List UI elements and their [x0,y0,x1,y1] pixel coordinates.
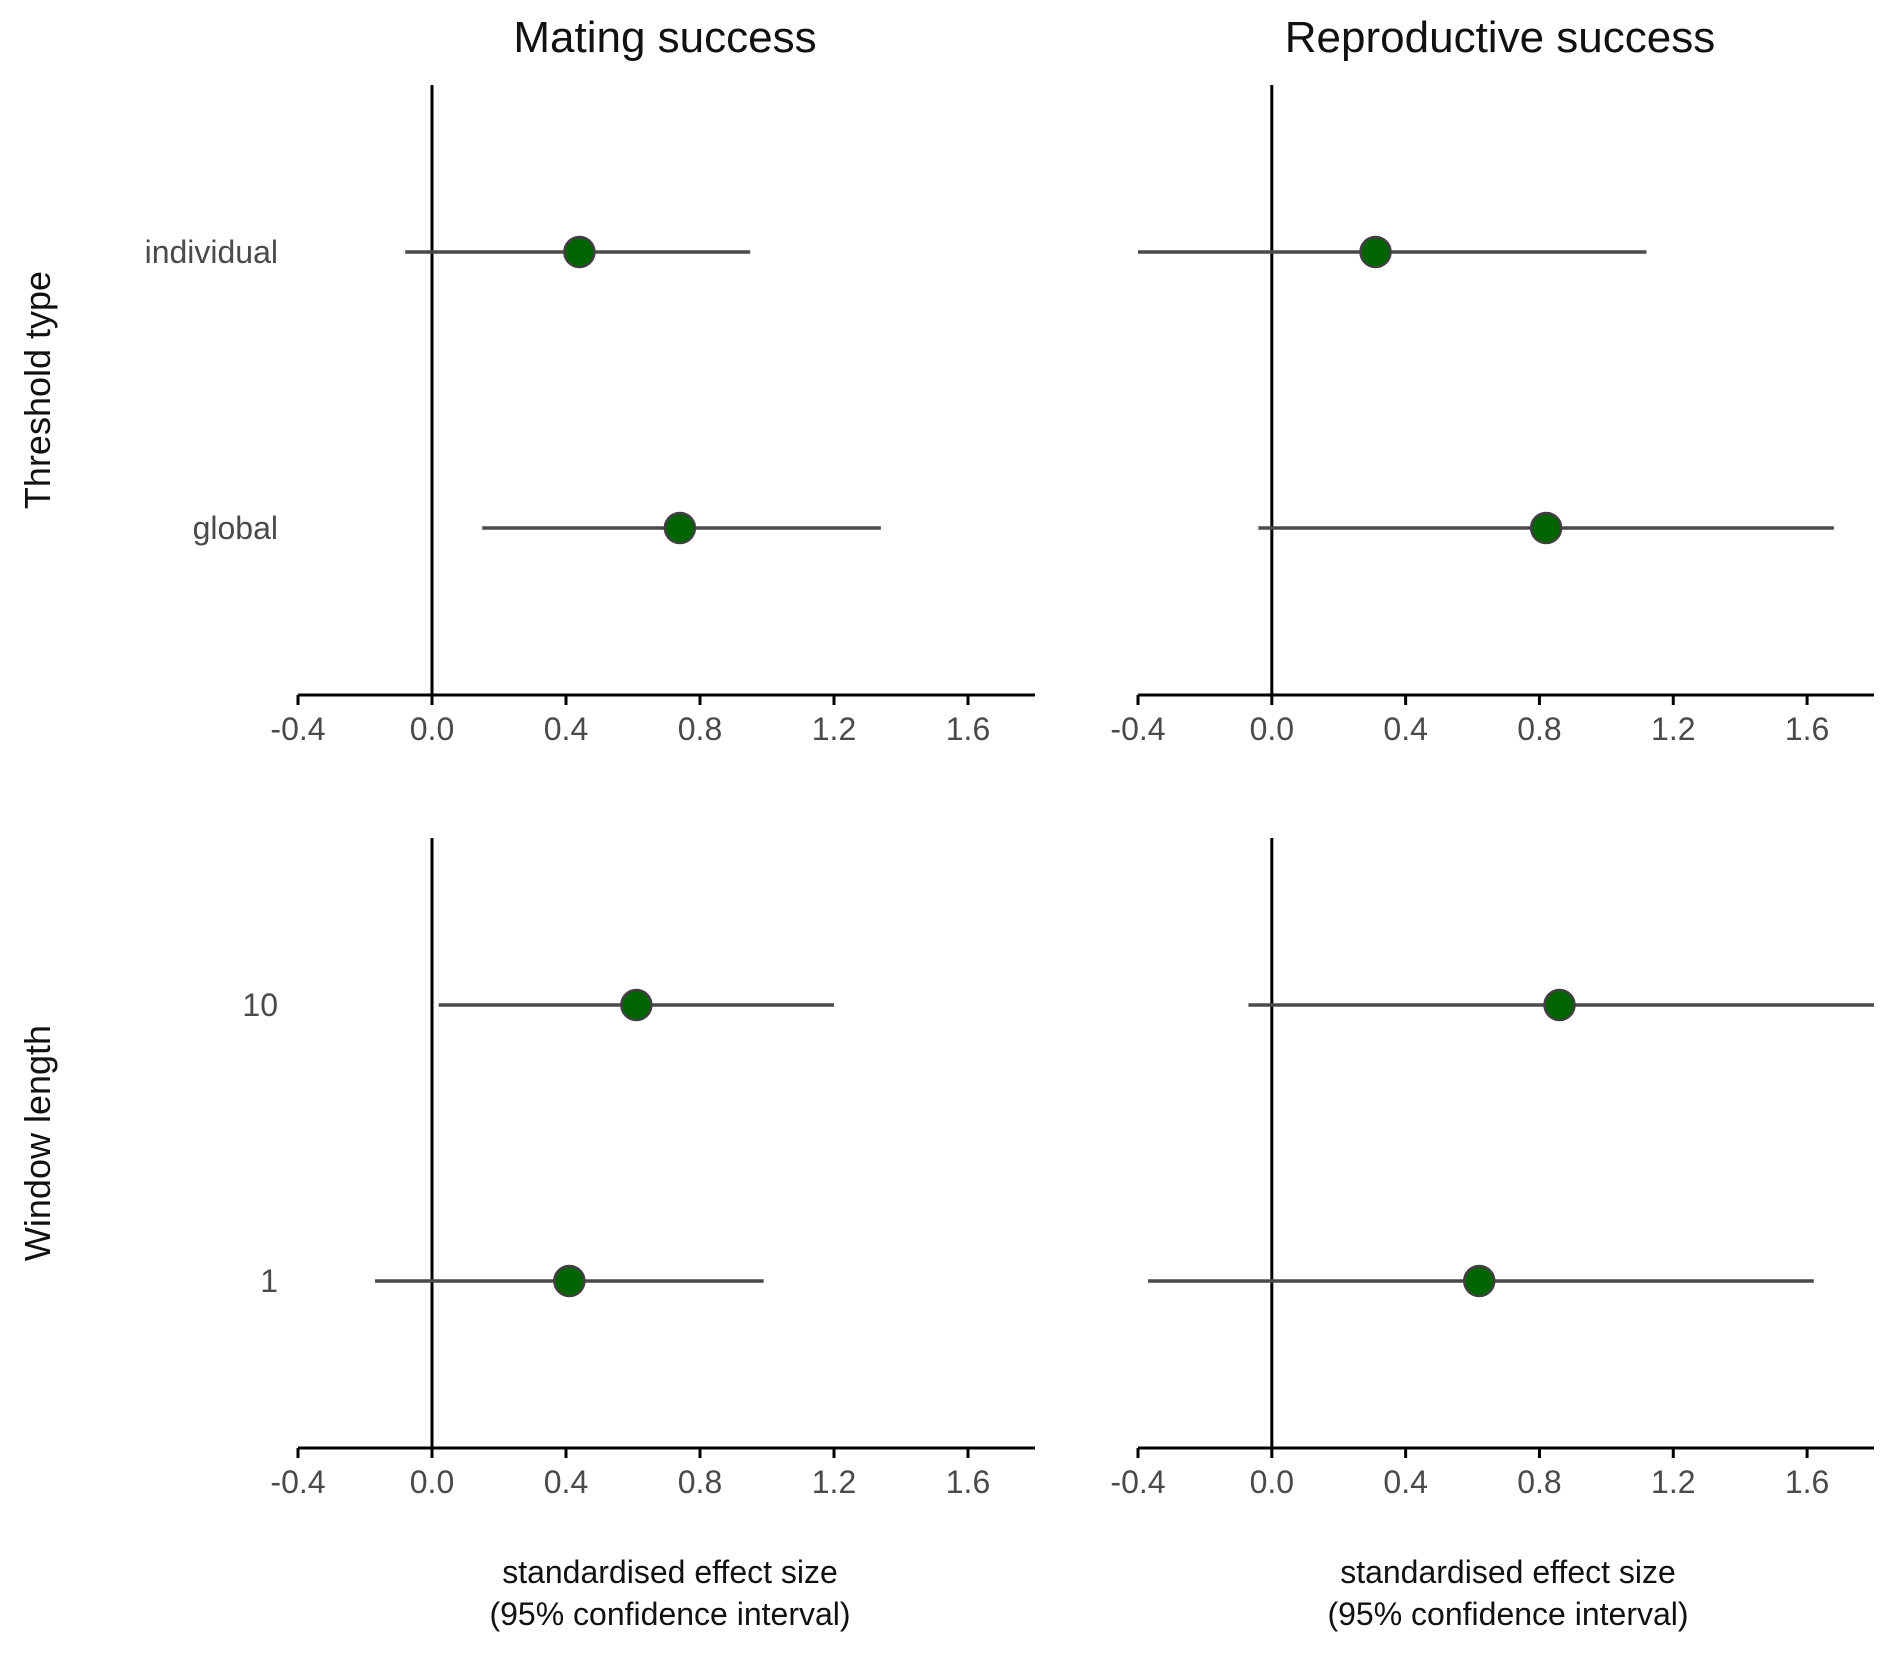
x-tick-label: 1.6 [946,711,990,747]
x-tick-label: 1.2 [1651,711,1695,747]
category-label-1: 1 [260,1263,278,1299]
x-tick-label: 1.6 [1785,1464,1829,1500]
x-tick-label: -0.4 [1110,711,1165,747]
x-tick-label: 0.0 [410,1464,454,1500]
x-tick-label: -0.4 [270,1464,325,1500]
x-tick-label: -0.4 [1110,1464,1165,1500]
x-tick-label: 1.2 [812,711,856,747]
x-tick-label: 0.8 [678,711,722,747]
point-estimate-10 [1543,988,1576,1022]
column-title-reproductive-success: Reproductive success [1285,13,1715,62]
x-axis-label-right-line1: standardised effect size [1340,1554,1676,1590]
x-tick-label: 1.6 [1785,711,1829,747]
x-axis-label-right-line2: (95% confidence interval) [1327,1596,1688,1632]
x-tick-label: 1.6 [946,1464,990,1500]
x-tick-label: 0.8 [678,1464,722,1500]
row-title-threshold-type: Threshold type [17,271,58,509]
category-label-global: global [193,510,278,546]
panel-threshold-type-mating-success: -0.4 0.0 0.4 0.8 1.2 1.6 individual global [145,85,1035,747]
x-tick-label: 0.0 [1250,711,1294,747]
category-label-individual: individual [145,234,278,270]
x-tick-label: 0.4 [544,1464,588,1500]
point-estimate-global [663,511,697,545]
x-tick-label: 0.4 [544,711,588,747]
x-tick-label: 1.2 [1651,1464,1695,1500]
point-estimate-10 [620,988,653,1022]
row-title-window-length: Window length [17,1025,58,1261]
x-tick-label: 0.0 [410,711,454,747]
category-label-10: 10 [242,987,278,1023]
point-estimate-1 [1462,1264,1496,1298]
point-estimate-global [1529,511,1563,545]
point-estimate-individual [1359,235,1392,269]
point-estimate-1 [553,1264,586,1298]
x-tick-label: -0.4 [270,711,325,747]
x-tick-label: 1.2 [812,1464,856,1500]
column-title-mating-success: Mating success [513,13,816,62]
panel-window-length-reproductive-success: -0.4 0.0 0.4 0.8 1.2 1.6 [1110,838,1874,1500]
x-tick-label: 0.8 [1517,711,1561,747]
panels: -0.4 0.0 0.4 0.8 1.2 1.6 individual global -0.4 0… [145,85,1874,1500]
x-tick-label: 0.8 [1517,1464,1561,1500]
panel-window-length-mating-success: -0.4 0.0 0.4 0.8 1.2 1.6 10 1 [242,838,1035,1500]
x-tick-label: 0.4 [1383,1464,1427,1500]
x-axis-label-left-line2: (95% confidence interval) [489,1596,850,1632]
point-estimate-individual [563,235,596,269]
x-tick-label: 0.4 [1383,711,1427,747]
panel-threshold-type-reproductive-success: -0.4 0.0 0.4 0.8 1.2 1.6 [1110,85,1874,747]
x-axis-label-left-line1: standardised effect size [502,1554,838,1590]
x-tick-label: 0.0 [1250,1464,1294,1500]
